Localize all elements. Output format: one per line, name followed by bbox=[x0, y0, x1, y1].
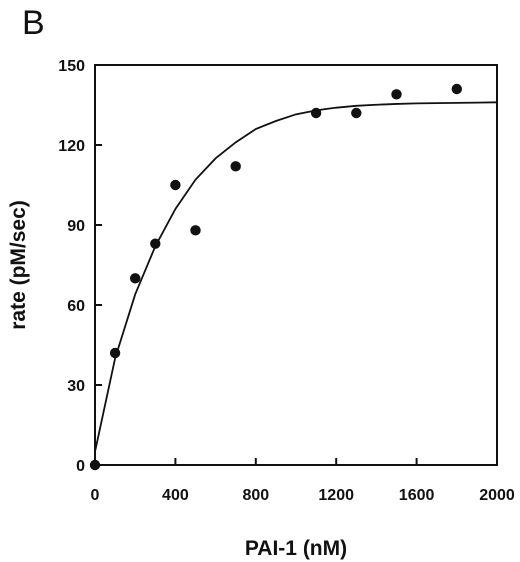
data-point bbox=[391, 89, 402, 100]
x-tick-label: 1600 bbox=[399, 487, 435, 504]
data-point bbox=[351, 107, 362, 119]
y-tick-label: 60 bbox=[67, 298, 85, 315]
y-tick-label: 90 bbox=[67, 218, 85, 235]
data-point bbox=[109, 347, 121, 359]
data-points bbox=[89, 83, 462, 471]
x-tick-label: 800 bbox=[242, 487, 269, 504]
data-point bbox=[451, 83, 462, 95]
data-point bbox=[190, 225, 201, 236]
data-point bbox=[89, 459, 101, 471]
data-point bbox=[150, 238, 161, 249]
y-tick-label: 120 bbox=[58, 138, 85, 155]
x-axis-ticks: 0 400 800 1200 1600 2000 bbox=[91, 458, 515, 504]
fitted-curve bbox=[94, 101, 498, 452]
x-tick-label: 2000 bbox=[479, 487, 515, 504]
plot-frame bbox=[94, 64, 498, 466]
y-tick-label: 30 bbox=[67, 378, 85, 395]
data-point bbox=[130, 273, 141, 284]
data-point bbox=[230, 161, 241, 172]
x-tick-label: 0 bbox=[91, 487, 100, 504]
data-point bbox=[170, 179, 181, 191]
panel-label: B bbox=[22, 4, 45, 42]
x-tick-label: 1200 bbox=[318, 487, 354, 504]
y-tick-label: 150 bbox=[58, 58, 85, 75]
data-point bbox=[310, 107, 322, 119]
x-tick-label: 400 bbox=[162, 487, 189, 504]
y-tick-label: 0 bbox=[76, 458, 85, 475]
y-axis-title: rate (pM/sec) bbox=[7, 200, 30, 330]
x-axis-title: PAI-1 (nM) bbox=[245, 537, 347, 560]
